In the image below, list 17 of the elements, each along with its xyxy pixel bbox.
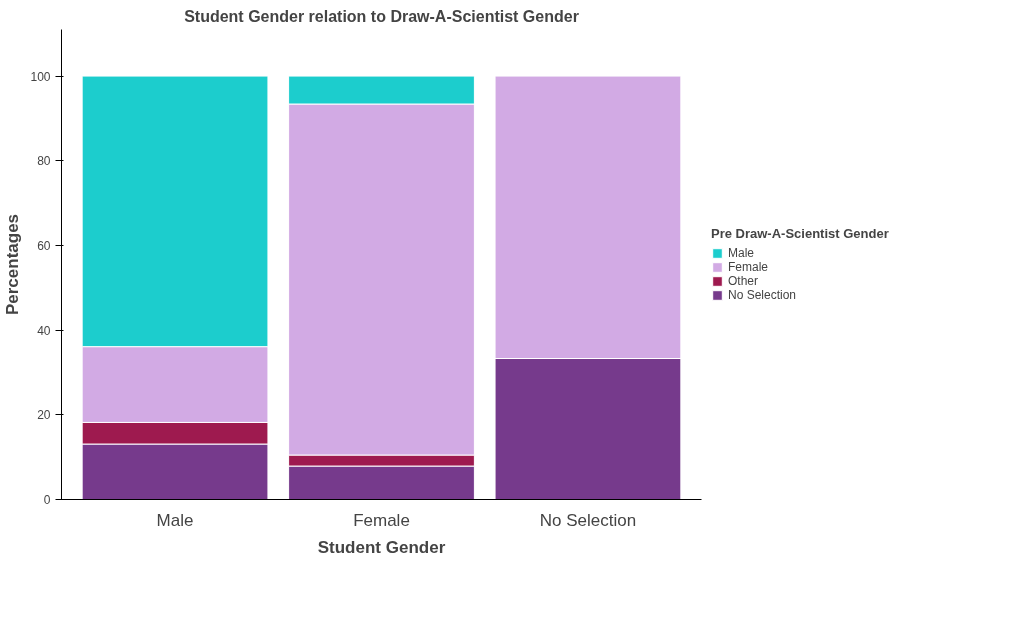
- legend-label: Male: [728, 246, 755, 260]
- y-axis-title: Percentages: [3, 213, 23, 316]
- y-tick-label: 20: [37, 408, 51, 423]
- y-tick-label: 40: [37, 323, 51, 338]
- y-tick-label: 80: [37, 154, 51, 169]
- x-tick-label: No Selection: [539, 510, 637, 530]
- y-tick-label: 60: [37, 238, 51, 253]
- y-tick-label: 100: [30, 69, 51, 84]
- chart-title: Student Gender relation to Draw-A-Scientist Gender: [184, 7, 579, 25]
- legend-label: No Selection: [728, 288, 797, 302]
- legend-title: Pre Draw-A-Scientist Gender: [711, 226, 889, 241]
- legend-label: Female: [728, 260, 769, 274]
- y-tick-label: 0: [43, 493, 51, 507]
- x-tick-label: Male: [156, 510, 194, 530]
- x-axis-title: Student Gender: [317, 537, 446, 557]
- x-tick-label: Female: [353, 510, 410, 530]
- legend-label: Other: [728, 274, 759, 288]
